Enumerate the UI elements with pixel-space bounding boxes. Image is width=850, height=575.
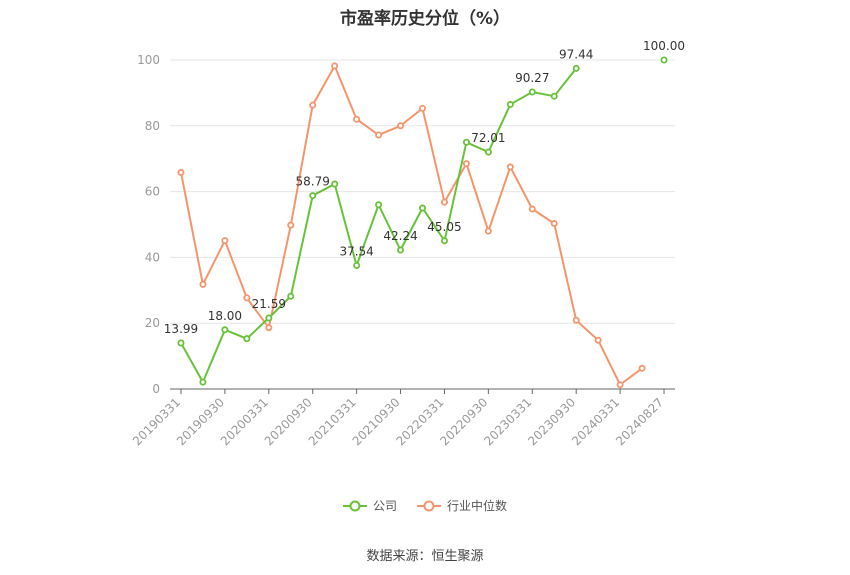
data-point xyxy=(506,100,514,108)
data-label: 21.59 xyxy=(252,297,286,311)
data-point xyxy=(506,163,514,171)
data-point xyxy=(199,280,207,288)
data-point xyxy=(550,92,558,100)
data-label: 90.27 xyxy=(515,71,549,85)
data-label: 13.99 xyxy=(164,322,198,336)
y-tick-label: 0 xyxy=(152,382,160,396)
data-label: 42.24 xyxy=(383,229,417,243)
series-line xyxy=(180,63,643,387)
data-point xyxy=(287,292,295,300)
data-point xyxy=(177,339,185,347)
data-point xyxy=(572,316,580,324)
data-point xyxy=(243,335,251,343)
data-point xyxy=(594,336,602,344)
legend-item[interactable]: 行业中位数 xyxy=(417,497,507,514)
data-point xyxy=(309,192,317,200)
data-point xyxy=(265,324,273,332)
data-point xyxy=(397,246,405,254)
data-point xyxy=(462,160,470,168)
data-point xyxy=(616,381,624,389)
legend-marker-icon xyxy=(417,500,441,511)
data-label: 58.79 xyxy=(296,175,330,189)
data-point xyxy=(309,101,317,109)
data-point xyxy=(375,201,383,209)
legend-marker-icon xyxy=(342,500,367,511)
data-label: 100.00 xyxy=(643,39,685,53)
data-point xyxy=(660,56,668,64)
data-point xyxy=(353,261,361,269)
y-tick-label: 60 xyxy=(145,185,160,199)
data-point xyxy=(331,180,339,188)
data-point xyxy=(550,220,558,228)
data-point xyxy=(484,227,492,235)
series-line xyxy=(180,67,577,385)
data-label: 18.00 xyxy=(208,309,242,323)
data-point xyxy=(418,204,426,212)
y-tick-label: 40 xyxy=(145,250,160,264)
data-label: 37.54 xyxy=(339,244,373,258)
data-point xyxy=(418,104,426,112)
data-point xyxy=(331,62,339,70)
data-point xyxy=(440,237,448,245)
y-tick-label: 100 xyxy=(137,53,160,67)
data-point xyxy=(440,198,448,206)
data-point xyxy=(397,122,405,130)
legend: 公司 行业中位数 xyxy=(0,497,850,514)
legend-item[interactable]: 公司 xyxy=(342,497,397,514)
data-point xyxy=(484,148,492,156)
legend-label: 公司 xyxy=(372,499,397,513)
data-point xyxy=(287,221,295,229)
data-source: 数据来源：恒生聚源 xyxy=(366,549,484,564)
data-point xyxy=(221,237,229,245)
data-point xyxy=(177,169,185,177)
data-point xyxy=(638,364,646,372)
data-point xyxy=(265,314,273,322)
data-point xyxy=(572,64,580,72)
data-label: 97.44 xyxy=(559,47,593,61)
data-point xyxy=(243,294,251,302)
data-label: 45.05 xyxy=(427,220,461,234)
data-point xyxy=(199,378,207,386)
x-tick-label: 20240827 xyxy=(613,395,666,448)
data-point xyxy=(528,88,536,96)
data-point xyxy=(528,205,536,213)
legend-label: 行业中位数 xyxy=(447,499,508,513)
data-point xyxy=(375,131,383,139)
chart-title: 市盈率历史分位（%） xyxy=(339,9,511,29)
y-tick-label: 80 xyxy=(145,119,160,133)
data-label: 72.01 xyxy=(471,131,505,145)
y-tick-label: 20 xyxy=(145,316,160,330)
data-point xyxy=(462,138,470,146)
data-point xyxy=(221,326,229,334)
data-point xyxy=(353,115,361,123)
